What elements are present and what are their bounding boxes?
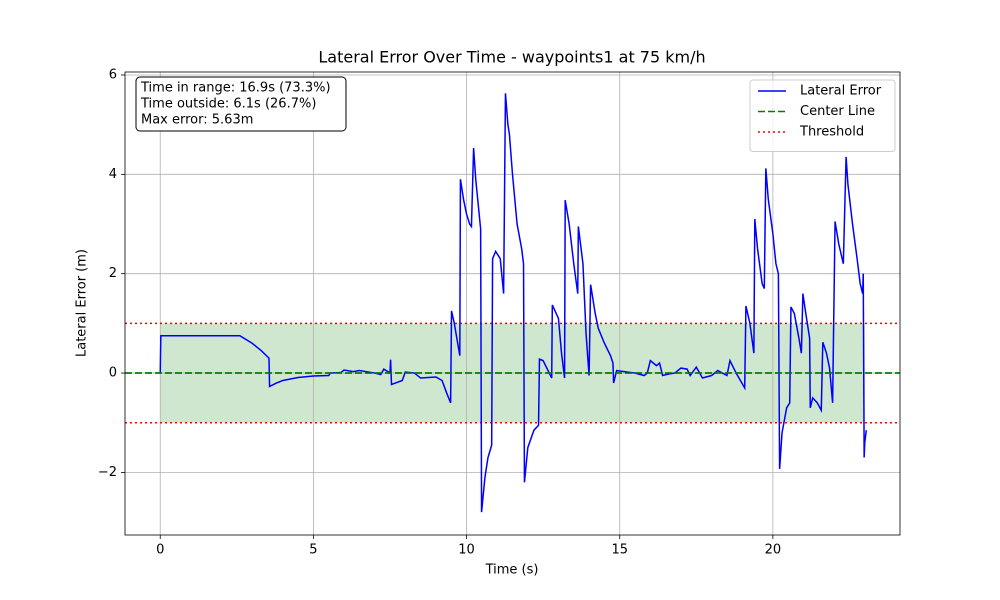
data-line — [159, 93, 868, 513]
y-axis-label: Lateral Error (m) — [75, 249, 90, 357]
chart-title: Lateral Error Over Time - waypoints1 at … — [318, 48, 705, 67]
y-tick-label: 0 — [109, 366, 117, 381]
annotation-text: Max error: 5.63m — [141, 113, 253, 128]
x-tick-label: 15 — [611, 543, 628, 558]
plot-frame — [124, 71, 901, 536]
x-tick-label: 20 — [765, 543, 782, 558]
x-axis-label: Time (s) — [485, 563, 539, 578]
annotation-box — [135, 76, 347, 132]
y-tick-label: 2 — [109, 266, 117, 281]
legend-label: Lateral Error — [800, 84, 882, 99]
annotation-text: Time in range: 16.9s (73.3%) — [140, 81, 331, 96]
annotation-text: Time outside: 6.1s (26.7%) — [140, 97, 316, 112]
legend-label: Threshold — [799, 125, 864, 140]
legend-label: Center Line — [800, 104, 875, 119]
x-tick-label: 10 — [458, 543, 475, 558]
x-tick-label: 5 — [309, 543, 317, 558]
x-tick-label: 0 — [156, 543, 164, 558]
legend-box — [749, 79, 896, 152]
y-tick-label: 6 — [109, 67, 117, 82]
y-tick-label: −2 — [98, 465, 117, 480]
y-tick-label: 4 — [109, 167, 117, 182]
